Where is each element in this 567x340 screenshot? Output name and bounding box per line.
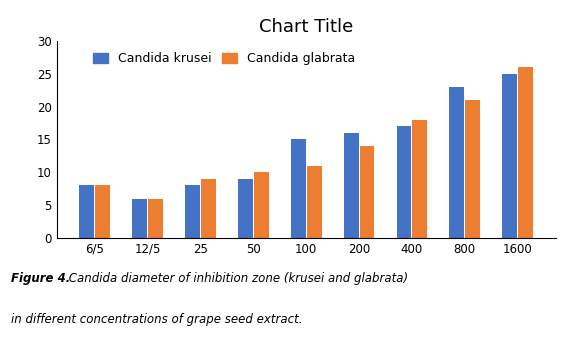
Bar bbox=[344, 133, 358, 238]
Bar bbox=[95, 185, 110, 238]
Text: in different concentrations of grape seed extract.: in different concentrations of grape see… bbox=[11, 313, 303, 326]
Bar bbox=[307, 166, 321, 238]
Text: Figure 4.: Figure 4. bbox=[11, 272, 70, 285]
Bar bbox=[450, 87, 464, 238]
Bar bbox=[238, 179, 253, 238]
Bar bbox=[201, 179, 216, 238]
Bar bbox=[396, 126, 412, 238]
Bar bbox=[132, 199, 147, 238]
Bar bbox=[502, 74, 517, 238]
Title: Chart Title: Chart Title bbox=[259, 18, 353, 36]
Bar bbox=[148, 199, 163, 238]
Text: Candida diameter of inhibition zone (krusei and glabrata): Candida diameter of inhibition zone (kru… bbox=[65, 272, 408, 285]
Bar bbox=[466, 100, 480, 238]
Bar bbox=[291, 139, 306, 238]
Bar bbox=[412, 120, 428, 238]
Bar bbox=[518, 67, 533, 238]
Bar bbox=[185, 185, 200, 238]
Bar bbox=[254, 172, 269, 238]
Bar bbox=[79, 185, 94, 238]
Bar bbox=[359, 146, 374, 238]
Legend: Candida krusei, Candida glabrata: Candida krusei, Candida glabrata bbox=[88, 47, 360, 70]
